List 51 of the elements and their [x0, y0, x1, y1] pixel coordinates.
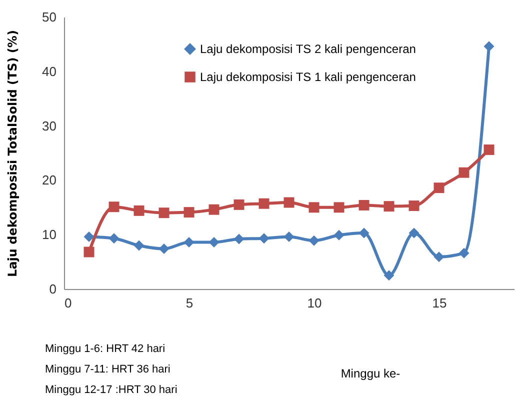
point [484, 41, 494, 52]
point [84, 232, 94, 242]
y-tick-label: 0 [49, 282, 56, 296]
point [208, 236, 220, 248]
point [208, 204, 220, 215]
point [234, 234, 244, 244]
point [234, 199, 244, 210]
text: Minggu 1-6: HRT 42 hari [45, 343, 166, 355]
point [158, 208, 170, 218]
point [334, 230, 344, 240]
point [408, 200, 420, 212]
y-tick-label: 30 [42, 118, 56, 134]
y-tick-label: 20 [42, 172, 56, 188]
x-tick-label: 10 [307, 296, 322, 310]
y-tick-label: 40 [42, 64, 56, 79]
y-tick-label: 50 [42, 10, 56, 24]
x-tick-label: 5 [186, 296, 194, 310]
point [108, 202, 120, 212]
point [484, 144, 494, 155]
point [358, 228, 370, 238]
legend-label: Laju dekomposisi TS 1 kali pengenceran [200, 70, 416, 84]
point [384, 201, 394, 212]
point [184, 236, 194, 248]
point [384, 270, 394, 281]
x-tick-label: 0 [64, 296, 72, 310]
text: Minggu 7-11: HRT 36 hari [45, 364, 170, 376]
x-tick-label: 15 [432, 296, 447, 310]
point [134, 240, 144, 251]
legend-label: Laju dekomposisi TS 2 kali pengenceran [200, 42, 416, 56]
point [84, 246, 94, 258]
point [358, 200, 370, 210]
point [258, 198, 270, 209]
point [284, 232, 294, 242]
y-tick-label: 10 [42, 227, 56, 242]
point [434, 182, 444, 194]
point [258, 233, 270, 244]
point [408, 228, 420, 238]
text: Minggu 12-17 :HRT 30 hari [45, 384, 178, 396]
point [334, 202, 344, 213]
point [158, 244, 170, 254]
point [458, 167, 470, 178]
point [308, 235, 320, 246]
point [284, 197, 294, 208]
point [308, 202, 320, 213]
x-axis-title: Minggu ke- [340, 366, 400, 380]
point [434, 252, 444, 262]
point [458, 248, 470, 258]
point [184, 207, 194, 218]
point [108, 233, 120, 244]
y-axis-title: Laju dekomposisi TotalSolid (TS) (%) [6, 30, 20, 277]
point [134, 205, 144, 216]
